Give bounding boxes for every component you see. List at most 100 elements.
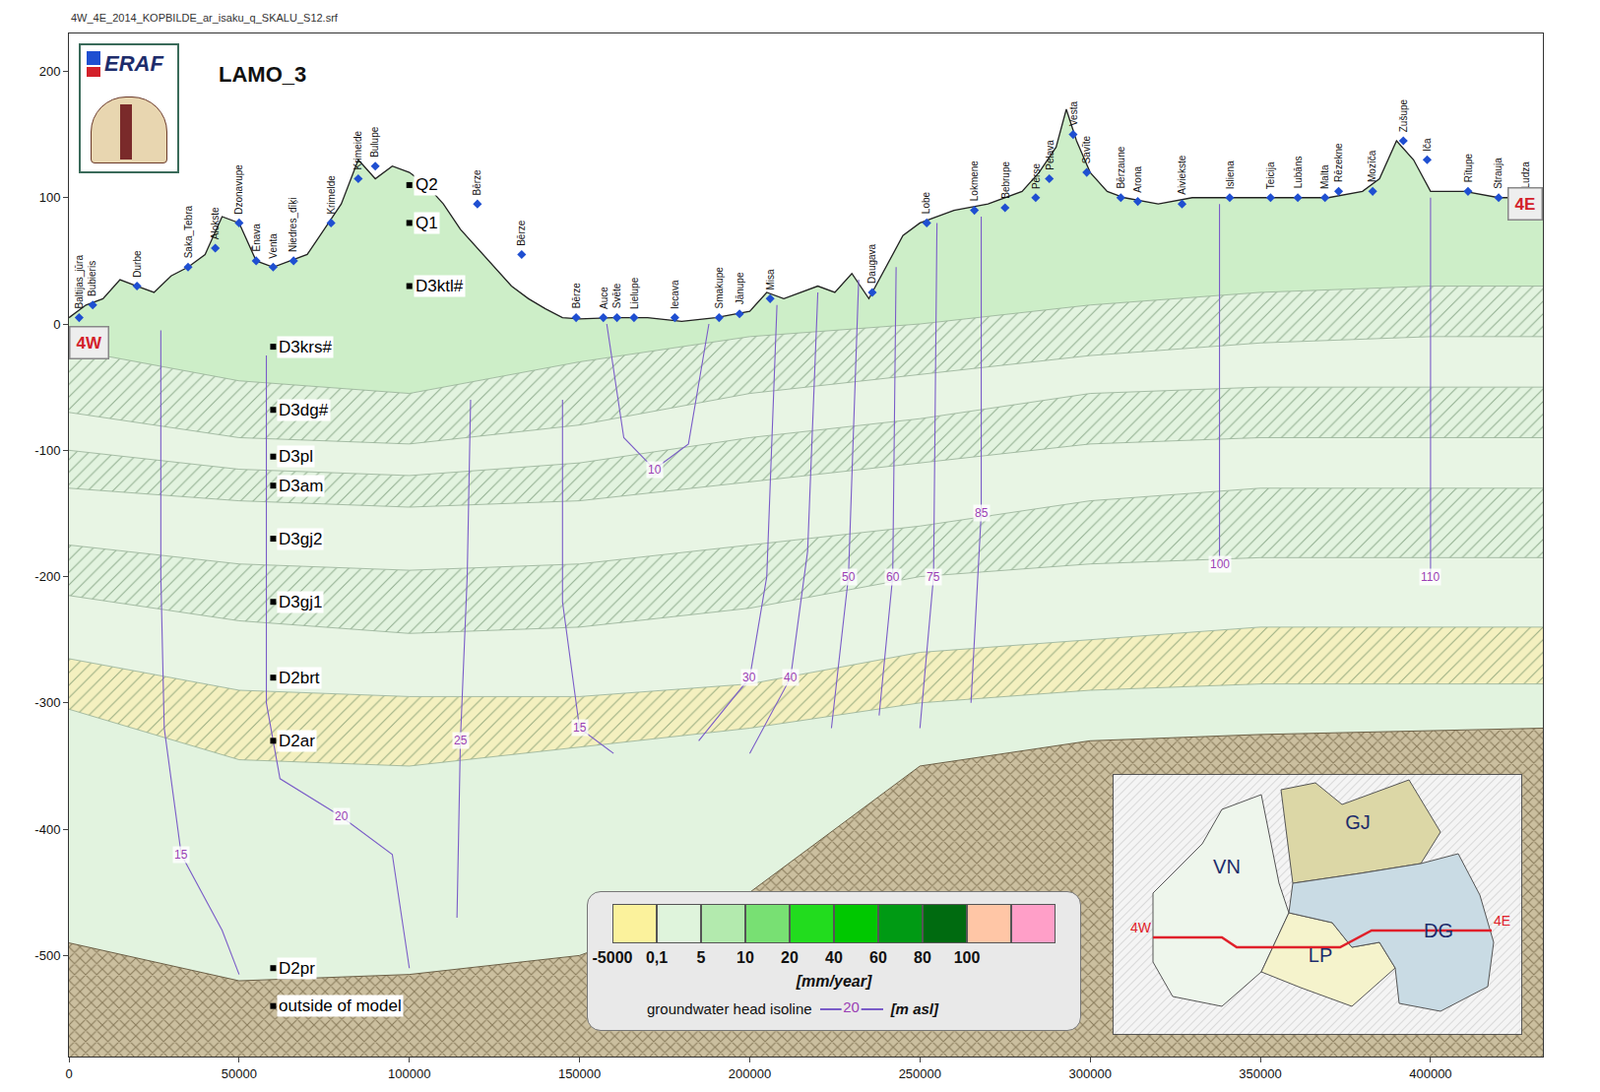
svg-text:350000: 350000 (1238, 1066, 1281, 1082)
svg-text:D3gj1: D3gj1 (278, 592, 322, 612)
html-text:ERAF: ERAF (104, 51, 164, 76)
svg-text:0: 0 (64, 1066, 72, 1082)
svg-text:Aiviekste: Aiviekste (1176, 154, 1188, 194)
svg-text:Krimeide: Krimeide (352, 129, 364, 170)
svg-text:Pērse: Pērse (1030, 163, 1042, 191)
svg-text:Ludza: Ludza (1520, 161, 1532, 190)
svg-text:Krimelde: Krimelde (325, 175, 337, 215)
html-text:[mm/year]: [mm/year] (796, 972, 872, 990)
svg-text:Iecava: Iecava (669, 279, 681, 310)
svg-text:250000: 250000 (898, 1066, 942, 1082)
svg-text:Vesta: Vesta (1068, 101, 1080, 127)
svg-text:Saka_Tebra: Saka_Tebra (183, 204, 194, 258)
svg-text:Iča: Iča (1421, 137, 1433, 152)
svg-text:100: 100 (39, 190, 62, 205)
svg-text:150000: 150000 (558, 1066, 601, 1082)
svg-text:Smakupe: Smakupe (713, 266, 725, 310)
html-text:groundwater head isoline: groundwater head isoline (646, 999, 812, 1017)
svg-text:Strauja: Strauja (1492, 157, 1504, 190)
svg-text:4W: 4W (1130, 919, 1152, 936)
svg-text:-300: -300 (34, 695, 61, 710)
svg-text:60: 60 (886, 570, 900, 584)
svg-text:D3dg#: D3dg# (278, 400, 329, 420)
svg-text:Venta: Venta (267, 233, 279, 259)
svg-text:GJ: GJ (1344, 811, 1371, 833)
svg-text:30: 30 (742, 670, 757, 685)
svg-text:Pelava: Pelava (1044, 139, 1056, 171)
svg-text:20: 20 (334, 809, 349, 824)
svg-text:400000: 400000 (1408, 1066, 1452, 1082)
svg-text:-500: -500 (34, 948, 61, 963)
svg-text:Niedres_dīķi: Niedres_dīķi (287, 196, 299, 253)
svg-text:100000: 100000 (387, 1066, 431, 1082)
svg-text:Baltijas_jūra: Baltijas_jūra (73, 255, 85, 310)
svg-text:D3ktl#: D3ktl# (415, 276, 464, 296)
svg-text:85: 85 (974, 506, 989, 520)
svg-text:Misa: Misa (765, 268, 776, 291)
svg-text:Arona: Arona (1132, 166, 1144, 193)
svg-text:-400: -400 (34, 822, 61, 837)
svg-text:Jānupe: Jānupe (734, 271, 746, 305)
svg-text:Lubāns: Lubāns (1292, 156, 1304, 190)
svg-text:Mozīča: Mozīča (1366, 149, 1378, 183)
svg-text:D2brt: D2brt (278, 668, 320, 688)
svg-text:-200: -200 (34, 569, 61, 584)
svg-text:Bubieris: Bubieris (86, 260, 98, 297)
svg-text:Savīte: Savīte (1081, 135, 1092, 165)
svg-text:300000: 300000 (1068, 1066, 1111, 1082)
svg-text:VN: VN (1213, 855, 1241, 878)
svg-text:Lielupe: Lielupe (629, 276, 640, 310)
svg-text:4E: 4E (1515, 194, 1536, 214)
svg-text:Daugava: Daugava (866, 243, 878, 283)
svg-text:Lokmene: Lokmene (968, 160, 980, 202)
svg-text:110: 110 (1420, 570, 1440, 584)
svg-text:Bērze: Bērze (515, 219, 527, 247)
svg-text:Ēnava: Ēnava (251, 223, 262, 253)
svg-text:Bērze: Bērze (571, 282, 582, 310)
svg-text:0: 0 (53, 317, 61, 332)
svg-text:D2ar: D2ar (278, 731, 316, 751)
svg-text:200: 200 (39, 64, 62, 79)
svg-text:D3am: D3am (278, 476, 323, 496)
svg-text:Auce: Auce (598, 286, 610, 310)
svg-text:75: 75 (926, 570, 941, 584)
svg-text:Q1: Q1 (415, 213, 439, 233)
svg-text:100: 100 (1210, 557, 1230, 572)
svg-text:Bērze: Bērze (471, 169, 483, 196)
svg-text:4E: 4E (1493, 912, 1511, 929)
svg-text:Alokste: Alokste (209, 206, 221, 240)
svg-text:50000: 50000 (221, 1066, 257, 1082)
svg-text:10: 10 (647, 462, 662, 477)
svg-text:outside of model: outside of model (278, 996, 402, 1016)
svg-text:Durbe: Durbe (131, 250, 143, 278)
svg-text:LP: LP (1308, 944, 1333, 966)
svg-text:Svēte: Svēte (611, 282, 623, 309)
svg-text:Malta: Malta (1319, 164, 1331, 190)
svg-text:Rītupe: Rītupe (1463, 152, 1474, 183)
svg-text:DG: DG (1423, 919, 1454, 942)
svg-text:15: 15 (573, 720, 587, 735)
svg-text:Bulupe: Bulupe (369, 126, 381, 158)
svg-text:Teicija: Teicija (1265, 161, 1277, 190)
svg-text:D3gj2: D3gj2 (278, 529, 322, 549)
svg-text:25: 25 (453, 733, 468, 748)
svg-text:Dzonavupe: Dzonavupe (233, 164, 245, 215)
svg-text:Rēzekne: Rēzekne (1333, 142, 1344, 183)
svg-text:Bebrupe: Bebrupe (1000, 161, 1012, 199)
svg-text:Lobe: Lobe (920, 191, 932, 214)
svg-text:D3pl: D3pl (278, 447, 314, 466)
svg-text:40: 40 (783, 670, 798, 685)
svg-text:-100: -100 (34, 443, 61, 458)
svg-text:50: 50 (841, 570, 856, 584)
svg-text:D3krs#: D3krs# (278, 337, 332, 357)
svg-text:LAMO_3: LAMO_3 (218, 62, 307, 87)
svg-text:D2pr: D2pr (278, 959, 316, 978)
svg-text:Q2: Q2 (415, 175, 439, 194)
svg-text:4W: 4W (76, 333, 103, 353)
svg-text:200000: 200000 (728, 1066, 771, 1082)
svg-text:Isliena: Isliena (1224, 160, 1236, 190)
svg-text:Bērzaune: Bērzaune (1115, 145, 1127, 189)
svg-text:4W_4E_2014_KOPBILDE_ar_isaku_q: 4W_4E_2014_KOPBILDE_ar_isaku_q_SKALU_S12… (70, 11, 339, 24)
svg-text:15: 15 (174, 847, 189, 862)
svg-text:Zušupe: Zušupe (1398, 98, 1409, 132)
